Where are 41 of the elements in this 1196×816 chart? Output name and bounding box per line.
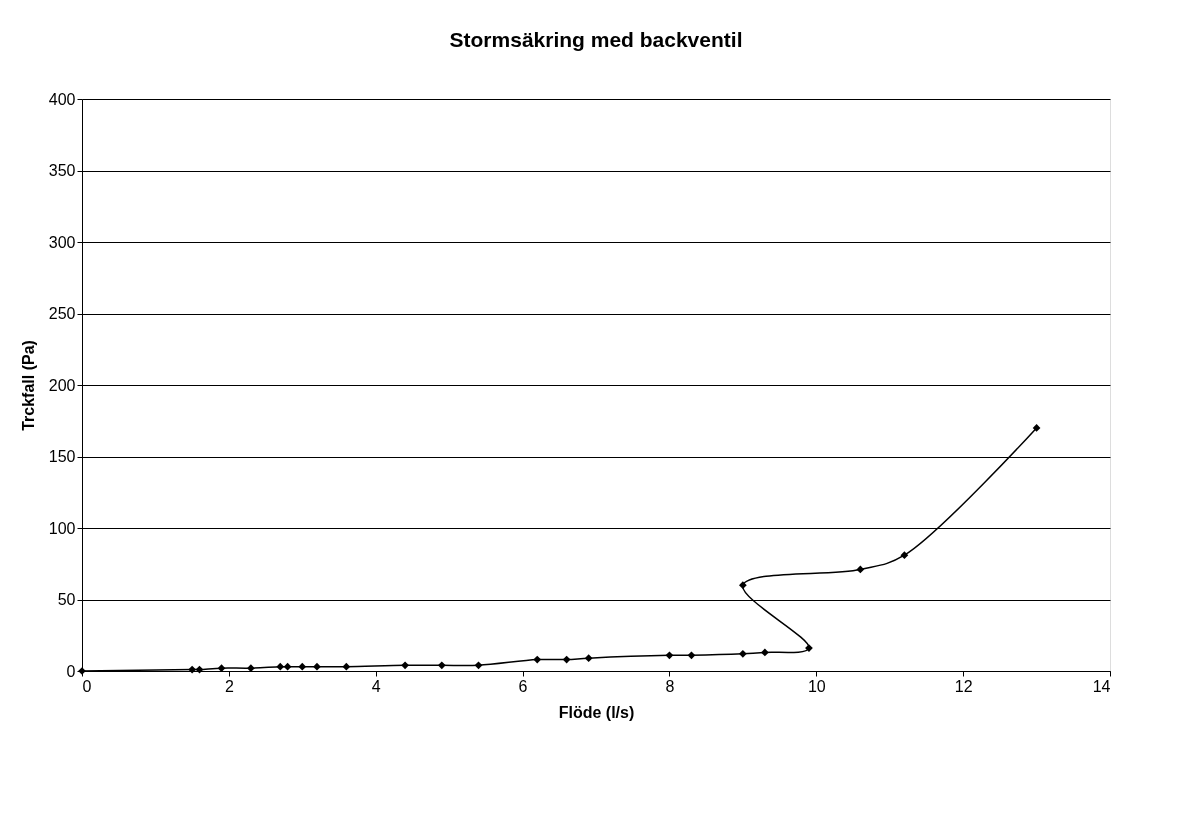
point [188,665,197,674]
point [1032,424,1041,432]
x-tick-label: 4 [371,677,381,695]
x-axis-title: Flöde (l/s) [558,703,635,721]
point [761,648,769,657]
y-axis-title: Trckfall (Pa) [19,340,37,431]
point [856,565,865,574]
y-tick-label: 200 [48,376,76,394]
y-tick-label: 250 [48,305,76,322]
point [805,644,813,652]
y-tick-label: 350 [48,162,76,179]
y-tick-label: 50 [57,591,76,608]
point [342,662,351,671]
x-tick-label: 2 [224,677,234,695]
chart-title: Stormsäkring med backventil [449,28,743,51]
point [687,651,696,660]
y-tick-label: 150 [48,448,76,465]
point [533,655,542,664]
point [738,649,747,658]
point [584,654,593,662]
point [437,661,446,670]
y-tick-label: 400 [48,90,76,108]
point [283,662,292,671]
point [900,551,909,560]
point [474,661,483,670]
x-tick-label: 12 [954,677,973,695]
point [298,662,307,671]
y-tick-label: 300 [48,233,76,251]
point [738,581,747,590]
point [665,651,674,660]
y-tick-label: 100 [48,519,76,537]
x-tick-label: 6 [518,677,528,695]
point [276,662,285,671]
x-tick-label: 0 [82,677,92,695]
y-tick-label: 0 [66,662,76,680]
x-tick-label: 14 [1092,677,1111,695]
point [562,655,571,664]
x-tick-label: 8 [665,677,675,695]
x-tick-label: 10 [807,677,826,695]
point [401,661,409,670]
point [313,662,321,671]
